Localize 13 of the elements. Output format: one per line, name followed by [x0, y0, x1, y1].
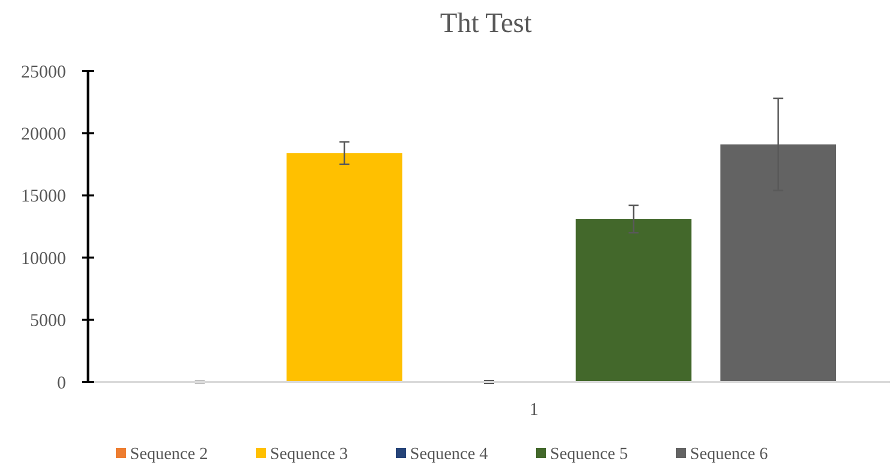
y-tick-label: 0 — [57, 372, 66, 392]
y-tick-label: 15000 — [21, 186, 66, 206]
legend-label: Sequence 4 — [410, 444, 488, 463]
legend-label: Sequence 2 — [130, 444, 208, 463]
legend-label: Sequence 6 — [690, 444, 768, 463]
y-tick-label: 20000 — [21, 124, 66, 144]
y-tick-label: 25000 — [21, 61, 66, 82]
y-tick-label: 5000 — [30, 310, 66, 330]
x-tick-label: 1 — [530, 399, 538, 419]
y-tick-label: 10000 — [21, 248, 66, 268]
legend-label: Sequence 5 — [550, 444, 628, 463]
legend-label: Sequence 3 — [270, 444, 348, 463]
chart-title: Tht Test — [440, 8, 532, 39]
